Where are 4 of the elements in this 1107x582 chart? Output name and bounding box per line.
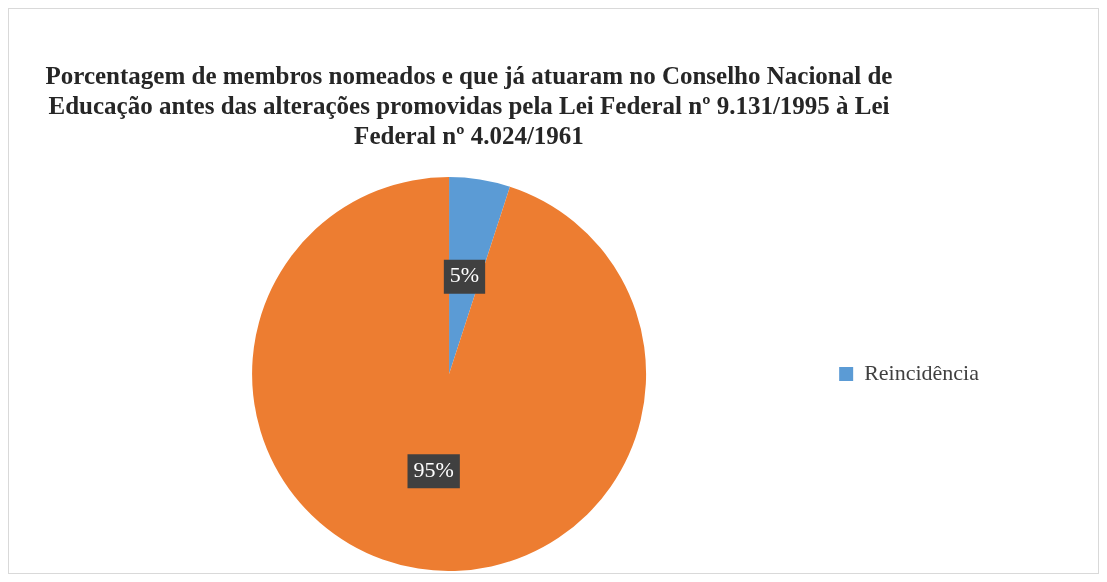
chart-title: Porcentagem de membros nomeados e que já atuaram no Conselho Nacional de Educação antes das alterações promovidas pela Lei Federal nº 9.131/1995 à Lei Federal nº 4.024/1961 (44, 61, 894, 151)
data-label: 95% (413, 457, 454, 483)
legend-label: Reincidência (864, 359, 980, 385)
data-label: 5% (449, 262, 480, 288)
